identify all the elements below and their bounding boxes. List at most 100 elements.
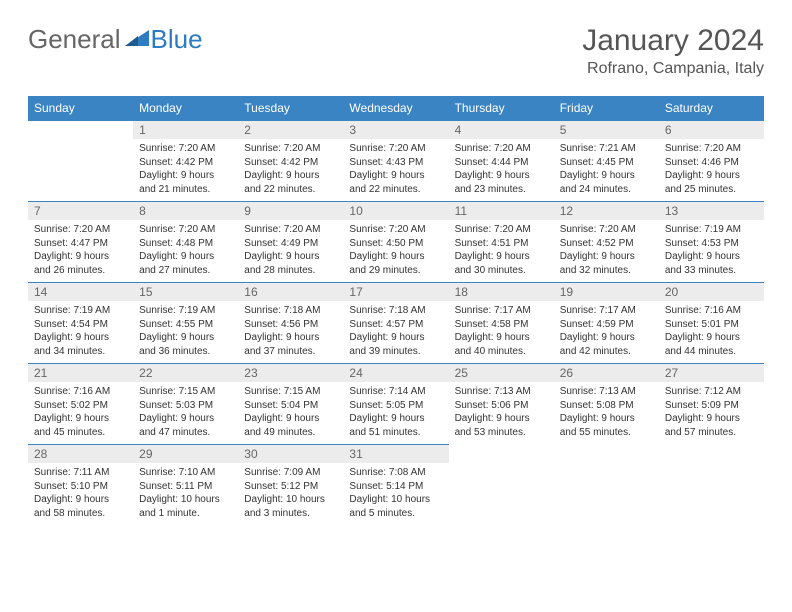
day-header: Wednesday [343,96,448,121]
day-number: 31 [343,445,448,463]
calendar-cell [28,121,133,202]
day-details: Sunrise: 7:13 AMSunset: 5:08 PMDaylight:… [554,382,659,444]
calendar-cell: 19Sunrise: 7:17 AMSunset: 4:59 PMDayligh… [554,283,659,364]
day-number: 25 [449,364,554,382]
day-details: Sunrise: 7:17 AMSunset: 4:58 PMDaylight:… [449,301,554,363]
logo-triangle-icon [125,24,149,55]
logo-text-2: Blue [151,24,203,55]
day-details: Sunrise: 7:19 AMSunset: 4:54 PMDaylight:… [28,301,133,363]
day-details: Sunrise: 7:20 AMSunset: 4:42 PMDaylight:… [133,139,238,201]
day-number: 22 [133,364,238,382]
day-details: Sunrise: 7:09 AMSunset: 5:12 PMDaylight:… [238,463,343,525]
day-details: Sunrise: 7:11 AMSunset: 5:10 PMDaylight:… [28,463,133,525]
calendar-cell: 10Sunrise: 7:20 AMSunset: 4:50 PMDayligh… [343,202,448,283]
calendar-cell: 30Sunrise: 7:09 AMSunset: 5:12 PMDayligh… [238,445,343,526]
calendar-cell: 13Sunrise: 7:19 AMSunset: 4:53 PMDayligh… [659,202,764,283]
calendar-cell: 9Sunrise: 7:20 AMSunset: 4:49 PMDaylight… [238,202,343,283]
day-number: 16 [238,283,343,301]
day-details: Sunrise: 7:16 AMSunset: 5:02 PMDaylight:… [28,382,133,444]
calendar-cell: 7Sunrise: 7:20 AMSunset: 4:47 PMDaylight… [28,202,133,283]
day-details: Sunrise: 7:10 AMSunset: 5:11 PMDaylight:… [133,463,238,525]
day-number: 23 [238,364,343,382]
day-number: 15 [133,283,238,301]
day-number: 3 [343,121,448,139]
day-number: 11 [449,202,554,220]
calendar-cell: 23Sunrise: 7:15 AMSunset: 5:04 PMDayligh… [238,364,343,445]
location: Rofrano, Campania, Italy [582,60,764,78]
day-number: 8 [133,202,238,220]
day-details: Sunrise: 7:20 AMSunset: 4:44 PMDaylight:… [449,139,554,201]
day-details: Sunrise: 7:20 AMSunset: 4:51 PMDaylight:… [449,220,554,282]
calendar-cell: 28Sunrise: 7:11 AMSunset: 5:10 PMDayligh… [28,445,133,526]
calendar-cell: 26Sunrise: 7:13 AMSunset: 5:08 PMDayligh… [554,364,659,445]
day-details: Sunrise: 7:20 AMSunset: 4:49 PMDaylight:… [238,220,343,282]
day-details: Sunrise: 7:15 AMSunset: 5:03 PMDaylight:… [133,382,238,444]
day-number: 17 [343,283,448,301]
calendar-cell: 31Sunrise: 7:08 AMSunset: 5:14 PMDayligh… [343,445,448,526]
calendar-cell: 29Sunrise: 7:10 AMSunset: 5:11 PMDayligh… [133,445,238,526]
calendar-week-row: 28Sunrise: 7:11 AMSunset: 5:10 PMDayligh… [28,445,764,526]
calendar-cell: 22Sunrise: 7:15 AMSunset: 5:03 PMDayligh… [133,364,238,445]
day-header: Monday [133,96,238,121]
day-details: Sunrise: 7:13 AMSunset: 5:06 PMDaylight:… [449,382,554,444]
calendar-table: SundayMondayTuesdayWednesdayThursdayFrid… [28,96,764,525]
day-details: Sunrise: 7:21 AMSunset: 4:45 PMDaylight:… [554,139,659,201]
day-number: 27 [659,364,764,382]
calendar-cell: 15Sunrise: 7:19 AMSunset: 4:55 PMDayligh… [133,283,238,364]
day-details: Sunrise: 7:19 AMSunset: 4:55 PMDaylight:… [133,301,238,363]
calendar-cell: 14Sunrise: 7:19 AMSunset: 4:54 PMDayligh… [28,283,133,364]
calendar-cell: 4Sunrise: 7:20 AMSunset: 4:44 PMDaylight… [449,121,554,202]
day-number: 13 [659,202,764,220]
calendar-body: 1Sunrise: 7:20 AMSunset: 4:42 PMDaylight… [28,121,764,526]
day-details: Sunrise: 7:18 AMSunset: 4:57 PMDaylight:… [343,301,448,363]
day-header: Saturday [659,96,764,121]
calendar-cell: 3Sunrise: 7:20 AMSunset: 4:43 PMDaylight… [343,121,448,202]
calendar-cell: 5Sunrise: 7:21 AMSunset: 4:45 PMDaylight… [554,121,659,202]
day-header: Sunday [28,96,133,121]
header: General Blue January 2024 Rofrano, Campa… [28,24,764,78]
calendar-cell: 17Sunrise: 7:18 AMSunset: 4:57 PMDayligh… [343,283,448,364]
calendar-cell: 12Sunrise: 7:20 AMSunset: 4:52 PMDayligh… [554,202,659,283]
day-details: Sunrise: 7:20 AMSunset: 4:47 PMDaylight:… [28,220,133,282]
day-details: Sunrise: 7:12 AMSunset: 5:09 PMDaylight:… [659,382,764,444]
calendar-cell: 6Sunrise: 7:20 AMSunset: 4:46 PMDaylight… [659,121,764,202]
day-number: 19 [554,283,659,301]
day-details: Sunrise: 7:19 AMSunset: 4:53 PMDaylight:… [659,220,764,282]
calendar-cell: 8Sunrise: 7:20 AMSunset: 4:48 PMDaylight… [133,202,238,283]
day-header: Thursday [449,96,554,121]
calendar-cell: 27Sunrise: 7:12 AMSunset: 5:09 PMDayligh… [659,364,764,445]
day-number: 4 [449,121,554,139]
day-details: Sunrise: 7:08 AMSunset: 5:14 PMDaylight:… [343,463,448,525]
calendar-week-row: 7Sunrise: 7:20 AMSunset: 4:47 PMDaylight… [28,202,764,283]
day-details: Sunrise: 7:20 AMSunset: 4:46 PMDaylight:… [659,139,764,201]
day-number: 28 [28,445,133,463]
logo-text-1: General [28,24,121,55]
day-number: 26 [554,364,659,382]
calendar-cell: 18Sunrise: 7:17 AMSunset: 4:58 PMDayligh… [449,283,554,364]
day-number: 5 [554,121,659,139]
calendar-cell: 24Sunrise: 7:14 AMSunset: 5:05 PMDayligh… [343,364,448,445]
calendar-week-row: 1Sunrise: 7:20 AMSunset: 4:42 PMDaylight… [28,121,764,202]
calendar-cell: 2Sunrise: 7:20 AMSunset: 4:42 PMDaylight… [238,121,343,202]
day-number: 20 [659,283,764,301]
day-number: 6 [659,121,764,139]
day-details: Sunrise: 7:20 AMSunset: 4:50 PMDaylight:… [343,220,448,282]
calendar-cell: 20Sunrise: 7:16 AMSunset: 5:01 PMDayligh… [659,283,764,364]
day-number: 9 [238,202,343,220]
day-number: 18 [449,283,554,301]
calendar-cell: 25Sunrise: 7:13 AMSunset: 5:06 PMDayligh… [449,364,554,445]
calendar-cell [554,445,659,526]
day-details: Sunrise: 7:20 AMSunset: 4:42 PMDaylight:… [238,139,343,201]
title-block: January 2024 Rofrano, Campania, Italy [582,24,764,78]
day-number: 29 [133,445,238,463]
day-number: 14 [28,283,133,301]
day-header: Tuesday [238,96,343,121]
calendar-cell: 16Sunrise: 7:18 AMSunset: 4:56 PMDayligh… [238,283,343,364]
day-number: 30 [238,445,343,463]
day-number: 10 [343,202,448,220]
day-number: 7 [28,202,133,220]
logo: General Blue [28,24,203,55]
day-number: 1 [133,121,238,139]
calendar-cell: 1Sunrise: 7:20 AMSunset: 4:42 PMDaylight… [133,121,238,202]
calendar-cell: 11Sunrise: 7:20 AMSunset: 4:51 PMDayligh… [449,202,554,283]
